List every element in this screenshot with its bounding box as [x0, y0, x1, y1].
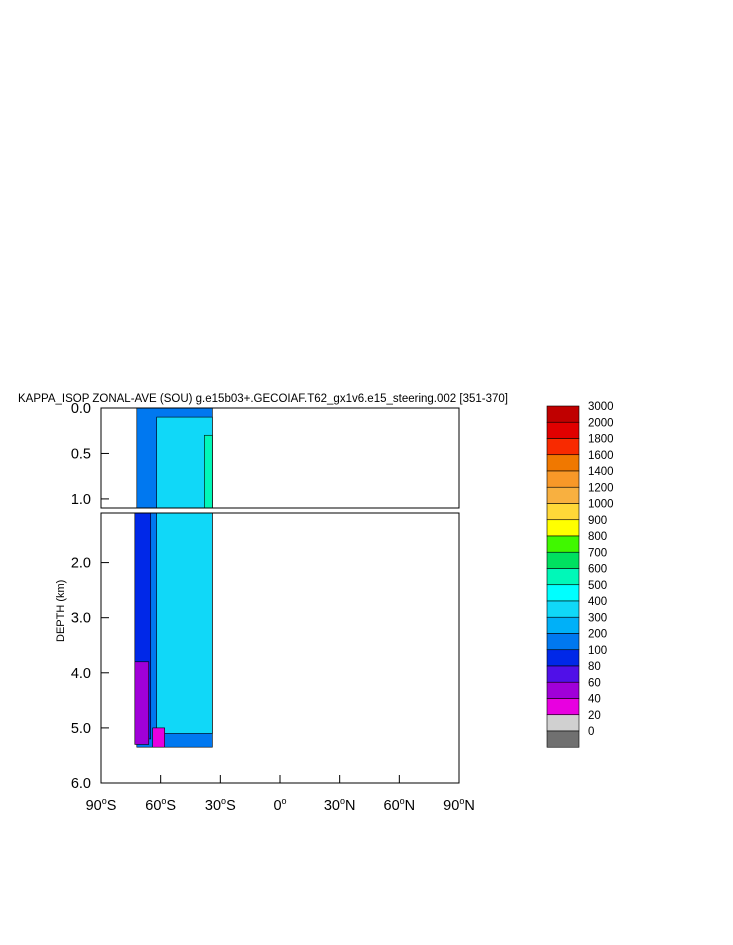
colorbar-label: 900: [588, 515, 607, 527]
colorbar-swatch: [546, 503, 580, 521]
colorbar-label: 20: [588, 710, 601, 722]
colorbar-swatch: [546, 568, 580, 586]
colorbar-label: 400: [588, 596, 607, 608]
colorbar: 3000200018001600140012001000900800700600…: [546, 401, 614, 748]
colorbar-swatch: [546, 649, 580, 667]
colorbar-label: 2000: [588, 417, 614, 429]
colorbar-swatch: [546, 535, 580, 553]
colorbar-swatch: [546, 681, 580, 699]
upper-y-axis: 0.0 0.5 1.0: [71, 401, 109, 508]
colorbar-label: 1800: [588, 434, 614, 446]
upper-data-fill: [136, 407, 213, 509]
colorbar-label: 500: [588, 580, 607, 592]
colorbar-swatch: [546, 454, 580, 472]
lower-panel: 2.03.04.05.06.0 90oS 60oS 30oS 0o 30oN 60oN 90…: [71, 512, 475, 814]
colorbar-swatch: [546, 665, 580, 683]
y-axis-label: DEPTH (km): [55, 580, 67, 642]
colorbar-swatch: [546, 616, 580, 634]
x-tick-label: 60oN: [384, 796, 416, 814]
colorbar-label: 1200: [588, 482, 614, 494]
colorbar-label: 40: [588, 694, 601, 706]
colorbar-swatch: [546, 730, 580, 748]
upper-band-2: [204, 434, 213, 509]
colorbar-swatch: [546, 600, 580, 618]
x-tick-label: 90oS: [86, 796, 117, 814]
colorbar-label: 3000: [588, 401, 614, 413]
y-tick-label: 1.0: [71, 492, 91, 508]
y-tick-label: 0.0: [71, 401, 91, 417]
colorbar-swatch: [546, 714, 580, 732]
upper-band-1: [156, 416, 213, 509]
colorbar-swatch: [546, 698, 580, 716]
upper-panel: 0.0 0.5 1.0: [71, 401, 460, 509]
colorbar-label: 100: [588, 645, 607, 657]
colorbar-swatch: [546, 519, 580, 537]
y-tick-label: 4.0: [71, 666, 91, 682]
x-tick-label: 0o: [273, 796, 286, 814]
colorbar-swatch: [546, 438, 580, 456]
lower-data-fill: [134, 512, 213, 748]
colorbar-label: 800: [588, 531, 607, 543]
chart-title: KAPPA_ISOP ZONAL-AVE (SOU) g.e15b03+.GEC…: [18, 393, 508, 405]
colorbar-swatch: [546, 584, 580, 602]
colorbar-label: 600: [588, 564, 607, 576]
y-tick-label: 6.0: [71, 776, 91, 792]
upper-panel-frame: [100, 407, 460, 509]
x-tick-label: 30oN: [324, 796, 356, 814]
colorbar-swatch: [546, 405, 580, 423]
colorbar-label: 80: [588, 661, 601, 673]
colorbar-swatch: [546, 551, 580, 569]
x-tick-label: 60oS: [145, 796, 176, 814]
x-tick-label: 90oN: [443, 796, 475, 814]
colorbar-swatch: [546, 421, 580, 439]
lower-y-axis: 2.0 3.0 4.0 5.0 6.0: [71, 556, 109, 792]
y-tick-label: 2.0: [71, 556, 91, 572]
colorbar-label: 700: [588, 547, 607, 559]
lower-band-5: [152, 727, 165, 748]
colorbar-label: 1600: [588, 450, 614, 462]
colorbar-label: 200: [588, 629, 607, 641]
x-axis: 90oS 60oS 30oS 0o 30oN 60oN 90oN: [86, 775, 475, 814]
colorbar-swatch: [546, 633, 580, 651]
colorbar-label: 300: [588, 612, 607, 624]
x-tick-label: 30oS: [205, 796, 236, 814]
colorbar-label: 0: [588, 726, 594, 738]
y-tick-label: 5.0: [71, 721, 91, 737]
y-tick-label: 3.0: [71, 611, 91, 627]
colorbar-label: 1400: [588, 466, 614, 478]
colorbar-label: 1000: [588, 499, 614, 511]
lower-band-4: [134, 661, 150, 745]
colorbar-swatch: [546, 486, 580, 504]
colorbar-label: 60: [588, 677, 601, 689]
lower-band-1: [156, 512, 213, 734]
colorbar-swatch: [546, 470, 580, 488]
y-tick-label: 0.5: [71, 446, 91, 462]
